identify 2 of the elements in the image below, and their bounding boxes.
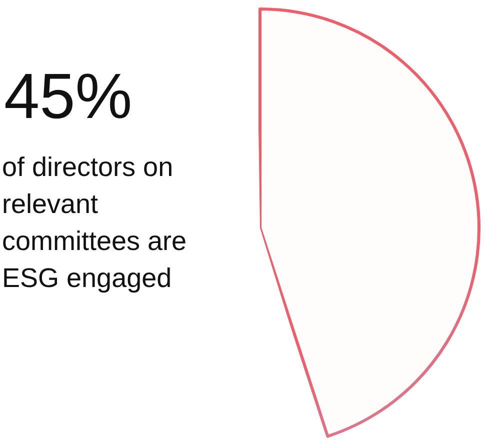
text: 45% <box>4 60 132 132</box>
text: of directors on relevant committees are ESG engaged <box>2 152 187 293</box>
